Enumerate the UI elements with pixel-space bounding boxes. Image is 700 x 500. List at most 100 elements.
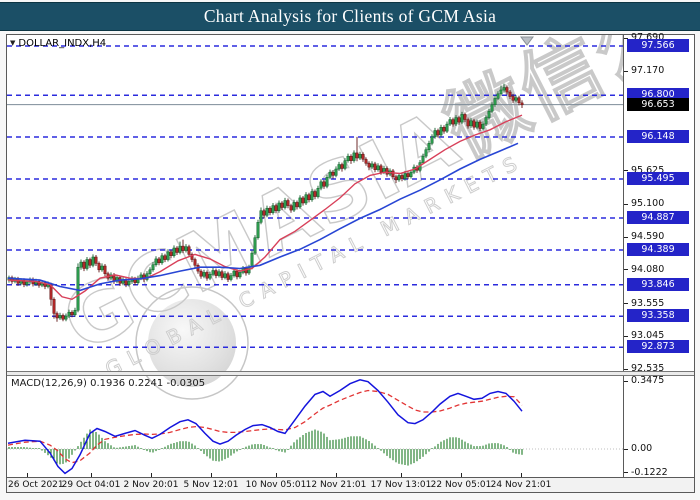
candle-bullish: [229, 275, 233, 280]
price-level-badge: 97.566: [627, 39, 689, 52]
time-tick-label: 17 Nov 13:01: [370, 480, 432, 490]
candle-bullish: [493, 98, 497, 106]
price-tick: [624, 269, 628, 271]
price-tick: [624, 37, 628, 39]
candle-bearish: [451, 119, 455, 125]
candle-bullish: [166, 251, 170, 260]
candle-bullish: [346, 155, 350, 161]
candle-bullish: [265, 207, 269, 216]
candle-bearish: [394, 176, 398, 181]
candle-bullish: [238, 272, 242, 278]
candle-bullish: [202, 272, 206, 277]
candle-bullish: [445, 123, 449, 132]
candle-bearish: [22, 279, 26, 285]
candle-bearish: [10, 277, 14, 282]
time-axis[interactable]: 26 Oct 2021 29 Oct 04:01 2 Nov 20:01 5 Nov …: [7, 477, 694, 492]
candle-bearish: [463, 114, 467, 120]
candle-bullish: [25, 281, 29, 285]
time-tick: [401, 473, 402, 477]
candle-bullish: [421, 155, 425, 163]
price-tick-label: 94.080: [631, 263, 665, 275]
candle-bearish: [340, 164, 344, 169]
candle-bearish: [157, 258, 161, 264]
time-tick-label: 10 Nov 05:01: [245, 480, 307, 490]
candle-bearish: [331, 171, 335, 176]
candle-bullish: [334, 168, 338, 176]
candle-bearish: [82, 261, 86, 269]
candle-bullish: [172, 247, 176, 256]
macd-main-line: [7, 379, 523, 475]
candle-bearish: [436, 130, 440, 136]
candle-bullish: [160, 255, 164, 264]
candle-bullish: [370, 163, 374, 168]
shift-marker-icon[interactable]: [520, 36, 534, 46]
macd-tick-label: -0.1222: [631, 466, 668, 478]
main-price-chart[interactable]: [7, 35, 623, 371]
macd-tick-label: 0.3475: [631, 375, 665, 387]
candle-bullish: [433, 130, 437, 138]
candle-bullish: [100, 265, 104, 271]
candle-bearish: [61, 315, 65, 320]
candle-bearish: [235, 270, 239, 278]
candle-bullish: [319, 181, 323, 189]
time-tick: [151, 473, 152, 477]
candle-bullish: [475, 121, 479, 128]
macd-tick: [624, 472, 628, 474]
candle-bullish: [490, 104, 494, 112]
time-tick: [211, 473, 212, 477]
candle-bearish: [442, 127, 446, 132]
ma-fast-red: [7, 114, 523, 301]
candle-bearish: [286, 200, 290, 206]
price-tick-label: 92.535: [631, 363, 665, 374]
candle-bullish: [481, 123, 485, 129]
indicator-label: MACD(12,26,9) 0.1936 0.2241 -0.0305: [11, 378, 206, 389]
candle-bullish: [514, 97, 518, 101]
candle-bullish: [250, 252, 254, 268]
price-level-badge: 94.389: [627, 243, 689, 256]
price-tick: [624, 368, 628, 370]
candle-bearish: [313, 191, 317, 197]
candle-bullish: [148, 269, 152, 274]
candle-bearish: [181, 245, 185, 251]
candle-bullish: [211, 270, 215, 275]
price-level-badge: 96.148: [627, 130, 689, 143]
candle-bullish: [76, 266, 80, 311]
candle-bearish: [103, 265, 107, 274]
candle-bearish: [406, 173, 410, 177]
candle-bearish: [391, 170, 395, 177]
candle-bearish: [520, 102, 524, 106]
price-axis[interactable]: 97.690 97.170 95.625 95.100 94.590 94.080 93.5…: [623, 32, 694, 478]
candle-bullish: [253, 237, 257, 254]
candle-bearish: [457, 117, 461, 123]
candle-bearish: [307, 194, 311, 201]
macd-indicator-chart[interactable]: [7, 376, 623, 477]
candle-bullish: [271, 205, 275, 213]
candle-bullish: [358, 153, 362, 159]
candle-bearish: [472, 120, 476, 128]
candle-bullish: [496, 93, 500, 99]
price-level-badge: 94.887: [627, 211, 689, 224]
price-tick: [624, 303, 628, 304]
candle-bullish: [127, 281, 131, 285]
candle-bearish: [199, 270, 203, 277]
candle-bullish: [73, 310, 77, 316]
symbol-dropdown-icon[interactable]: ▼: [10, 39, 16, 47]
macd-tick-label: 0.00: [631, 443, 653, 454]
candle-bearish: [52, 299, 56, 314]
candle-bullish: [259, 210, 263, 223]
time-tick-label: 24 Nov 21:01: [490, 480, 552, 490]
candle-bearish: [262, 210, 266, 216]
panel-splitter[interactable]: [7, 371, 694, 376]
candle-bearish: [268, 207, 272, 213]
candle-bearish: [190, 254, 194, 260]
price-tick-label: 95.625: [631, 164, 665, 176]
candle-bearish: [511, 96, 515, 101]
candle-bullish: [469, 120, 473, 127]
window-title: Chart Analysis for Clients of GCM Asia: [203, 6, 497, 26]
candle-bearish: [355, 152, 359, 159]
candle-bullish: [316, 188, 320, 197]
candle-bullish: [85, 259, 89, 269]
candle-bullish: [397, 175, 401, 181]
candle-bullish: [91, 256, 95, 266]
candle-bullish: [223, 273, 227, 278]
